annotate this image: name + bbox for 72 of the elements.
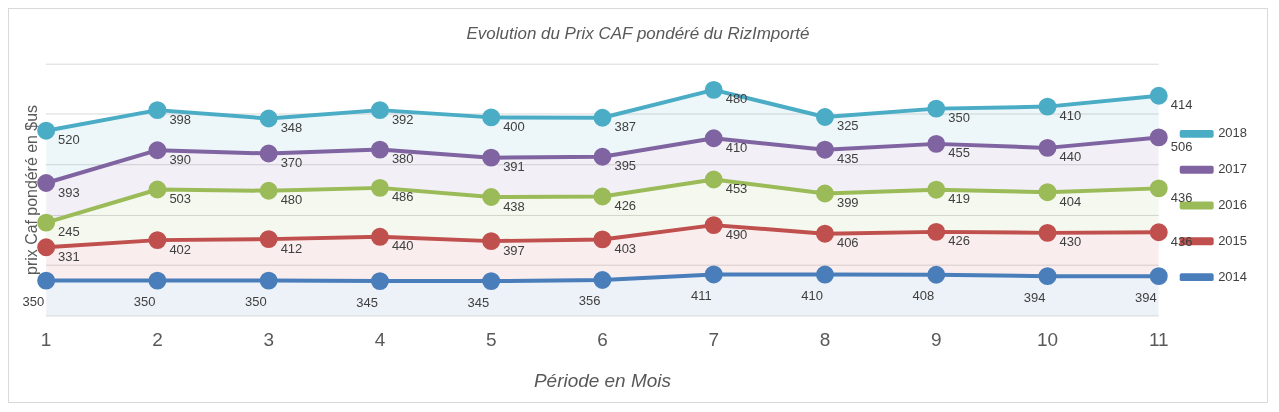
data-label: 399: [836, 195, 859, 211]
x-tick-label: 10: [1036, 329, 1059, 351]
legend-label: 2014: [1218, 268, 1247, 284]
x-tick-label: 9: [930, 329, 942, 351]
legend-label: 2018: [1218, 125, 1247, 141]
data-label: 380: [391, 151, 414, 167]
x-tick-label: 6: [597, 329, 608, 351]
data-label: 390: [169, 151, 192, 167]
data-label: 394: [1135, 289, 1157, 305]
data-label: 404: [1059, 193, 1082, 209]
data-label: 440: [391, 238, 414, 254]
x-tick-label: 3: [263, 329, 274, 351]
data-label: 345: [467, 294, 490, 310]
data-label: 392: [391, 111, 414, 127]
data-label: 436: [1170, 189, 1193, 205]
data-label: 393: [58, 184, 80, 200]
data-label: 411: [691, 287, 712, 303]
data-label: 345: [356, 294, 378, 310]
data-label: 410: [1059, 108, 1082, 124]
data-label: 403: [614, 240, 637, 256]
data-label: 325: [836, 118, 859, 134]
data-label: 397: [503, 242, 525, 258]
x-tick-label: 8: [819, 329, 831, 351]
data-label: 490: [725, 226, 748, 242]
data-label: 486: [391, 189, 414, 205]
data-label: 356: [578, 293, 601, 309]
data-label: 419: [948, 191, 970, 207]
data-label: 503: [169, 191, 192, 206]
data-label: 350: [948, 110, 970, 126]
x-tick-label: 1: [40, 329, 52, 351]
data-label: 331: [58, 248, 80, 264]
data-label: 455: [948, 145, 970, 161]
x-tick-label: 4: [374, 329, 386, 351]
x-tick-label: 2: [152, 329, 163, 351]
data-label: 506: [1170, 138, 1193, 154]
data-label: 426: [948, 233, 970, 249]
data-label: 398: [169, 111, 192, 127]
data-label: 438: [503, 198, 525, 214]
data-label: 400: [503, 118, 525, 134]
data-label: 350: [22, 294, 45, 310]
data-label: 453: [725, 181, 748, 197]
data-label: 408: [912, 288, 935, 304]
data-label: 394: [1023, 289, 1046, 305]
x-tick-label: 5: [485, 329, 497, 351]
data-label: 414: [1170, 97, 1193, 113]
legend-label: 2017: [1218, 161, 1247, 177]
data-label: 430: [1059, 234, 1082, 250]
data-label: 350: [245, 294, 267, 310]
x-axis-title: Période en Mois: [533, 369, 672, 391]
x-tick-label: 7: [708, 329, 719, 351]
data-label: 435: [836, 151, 859, 167]
data-label: 480: [280, 192, 303, 208]
data-label: 245: [58, 224, 80, 240]
data-label: 402: [169, 241, 192, 257]
data-label: 395: [614, 158, 637, 174]
data-label: 391: [503, 159, 525, 175]
data-label: 426: [614, 198, 637, 214]
y-axis-title: prix Caf pondéré en $us: [22, 105, 40, 275]
data-label: 348: [280, 120, 303, 135]
data-label: 410: [801, 288, 823, 303]
chart-title: Evolution du Prix CAF pondéré du RizImporté: [466, 23, 810, 43]
data-label: 412: [280, 240, 303, 256]
data-label: 387: [614, 119, 637, 135]
legend-label: 2016: [1218, 197, 1247, 213]
data-label: 406: [836, 235, 859, 251]
x-tick-label: 11: [1148, 329, 1169, 351]
data-label: 410: [725, 139, 748, 155]
data-label: 370: [280, 155, 303, 171]
data-label: 520: [58, 132, 80, 148]
data-label: 350: [133, 294, 156, 310]
data-label: 440: [1059, 149, 1082, 165]
legend-label: 2015: [1218, 232, 1247, 248]
